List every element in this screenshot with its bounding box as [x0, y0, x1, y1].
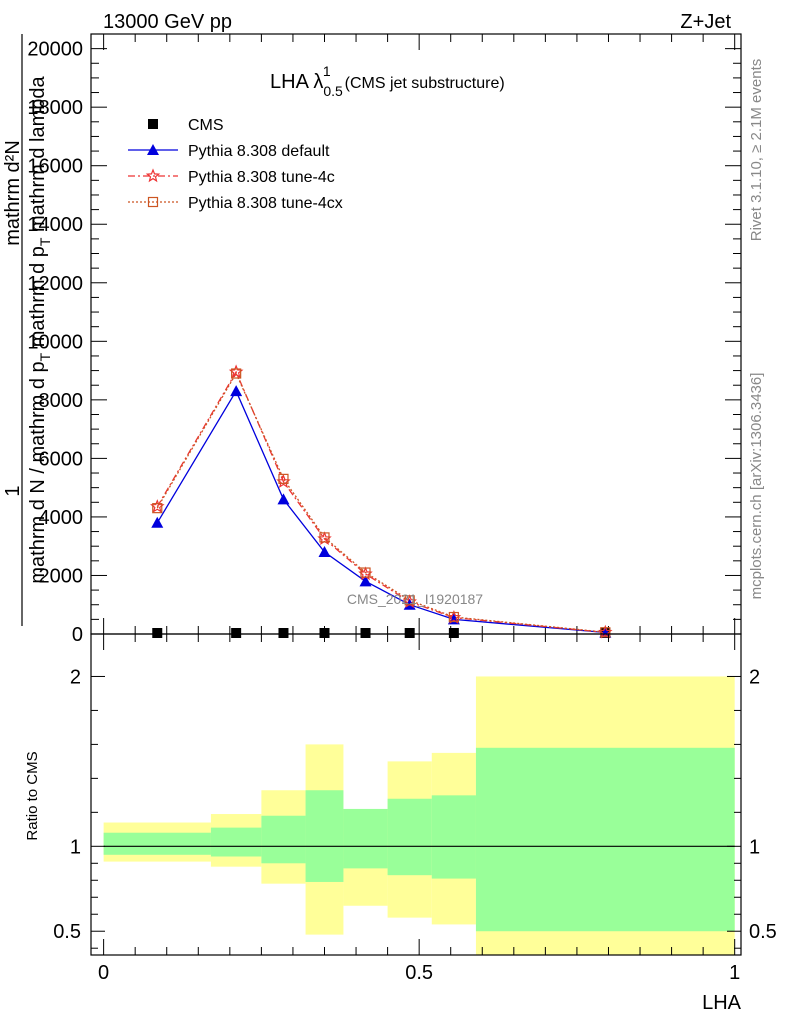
ratio-y-tick-label-left: 1: [70, 836, 81, 858]
data-point-pythia-8-308-tune-4cx: [600, 627, 611, 638]
series-line-pythia-8-308-tune-4cx: [156, 372, 606, 633]
ratio-band-green-0: [103, 832, 211, 855]
main-plot: 0 2000 4000 6000 8000 10000 12000 14000 16000 180…: [27, 33, 742, 646]
legend-marker-pythia-8-308-tune-4cx: [147, 196, 159, 208]
x-axis-title: LHA: [702, 992, 742, 1014]
main-y-tick-label: 0: [72, 624, 83, 646]
data-point-pythia-8-308-tune-4cx: [319, 532, 330, 543]
data-point-cms: [404, 628, 415, 638]
ratio-band-green-6: [431, 795, 476, 879]
data-point-cms: [152, 628, 163, 638]
main-y-tick-label: 8000: [39, 390, 84, 412]
main-y-tick-label: 12000: [27, 273, 83, 295]
data-point-pythia-8-308-tune-4cx: [278, 473, 289, 484]
data-point-cms: [360, 628, 371, 638]
ratio-band-green-3: [305, 790, 344, 882]
ratio-band-green-1: [210, 827, 262, 857]
legend-marker-cms: [148, 119, 158, 129]
x-tick-label: 0: [98, 962, 109, 984]
analysis-watermark: CMS_2021_I1920187: [347, 591, 483, 607]
ratio-band-green-2: [261, 815, 306, 864]
data-point-pythia-8-308-default: [359, 575, 372, 587]
ratio-band-green-4: [343, 808, 388, 869]
data-point-cms: [448, 628, 459, 638]
legend: CMS Pythia 8.308 default Pythia 8.308 tune…: [128, 117, 343, 212]
data-point-pythia-8-308-tune-4cx: [360, 567, 371, 578]
ratio-y-axis-title: Ratio to CMS: [24, 751, 41, 840]
main-y-axis-title: 1 mathrm d²N mathrm d N / mathrm d pT ma…: [2, 34, 53, 626]
rivet-version-label: Rivet 3.1.10, ≥ 2.1M events: [748, 59, 765, 242]
x-tick-label: 0.5: [405, 962, 433, 984]
data-point-cms: [278, 628, 289, 638]
ratio-y-tick-label-right: 2: [749, 666, 760, 688]
main-y-tick-label: 20000: [27, 39, 83, 61]
legend-marker-pythia-8-308-tune-4c: [145, 168, 161, 183]
y-title-denominator: mathrm d N / mathrm d pT mathrm d pT mat…: [27, 75, 53, 583]
data-point-pythia-8-308-default: [277, 493, 290, 505]
ratio-y-tick-label-right: 1: [749, 836, 760, 858]
main-y-tick-label: 2000: [39, 565, 84, 587]
data-point-cms: [231, 628, 242, 638]
data-point-pythia-8-308-tune-4cx: [448, 611, 459, 623]
main-y-tick-label: 6000: [39, 448, 84, 470]
legend-label-pythia-8-308-default: Pythia 8.308 default: [188, 143, 330, 160]
data-point-pythia-8-308-tune-4cx: [231, 368, 242, 379]
series-line-pythia-8-308-tune-4c: [156, 370, 606, 634]
ratio-band-green-5: [387, 798, 432, 876]
ratio-y-tick-label-left: 0.5: [53, 921, 81, 943]
legend-label-cms: CMS: [188, 117, 224, 134]
y-title-numerator: mathrm d²N: [2, 140, 24, 246]
x-tick-label: 1: [729, 962, 740, 984]
header-process-label: Z+Jet: [680, 11, 731, 33]
legend-label-pythia-8-308-tune-4c: Pythia 8.308 tune-4c: [188, 169, 335, 186]
data-point-pythia-8-308-default: [318, 546, 331, 558]
main-y-tick-label: 16000: [27, 156, 83, 178]
data-point-pythia-8-308-default: [230, 385, 243, 397]
data-point-pythia-8-308-default: [151, 516, 164, 528]
plot-title: LHA λ0.51(CMS jet substructure): [270, 63, 505, 99]
mcplots-label: mcplots.cern.ch [arXiv:1306.3436]: [748, 373, 765, 600]
y-title-numerator-one: 1: [2, 485, 24, 496]
main-y-tick-label: 10000: [27, 331, 83, 353]
main-y-tick-label: 4000: [39, 507, 84, 529]
ratio-y-tick-label-left: 2: [70, 666, 81, 688]
data-point-pythia-8-308-tune-4cx: [152, 503, 163, 514]
legend-marker-pythia-8-308-default: [147, 144, 159, 155]
series-line-pythia-8-308-default: [156, 389, 606, 634]
legend-label-pythia-8-308-tune-4cx: Pythia 8.308 tune-4cx: [188, 195, 343, 212]
header-energy-label: 13000 GeV pp: [103, 11, 232, 33]
ratio-y-tick-label-right: 0.5: [749, 921, 777, 943]
data-point-pythia-8-308-tune-4cx: [404, 595, 415, 606]
main-y-tick-label: 18000: [27, 97, 83, 119]
data-point-cms: [319, 628, 330, 638]
ratio-band-green-7: [475, 747, 735, 932]
ratio-frame: [90, 633, 742, 956]
main-y-tick-label: 14000: [27, 214, 83, 236]
ratio-plot: 0.5 0.5 1 1 2 2 0 0.5 1: [53, 633, 777, 984]
